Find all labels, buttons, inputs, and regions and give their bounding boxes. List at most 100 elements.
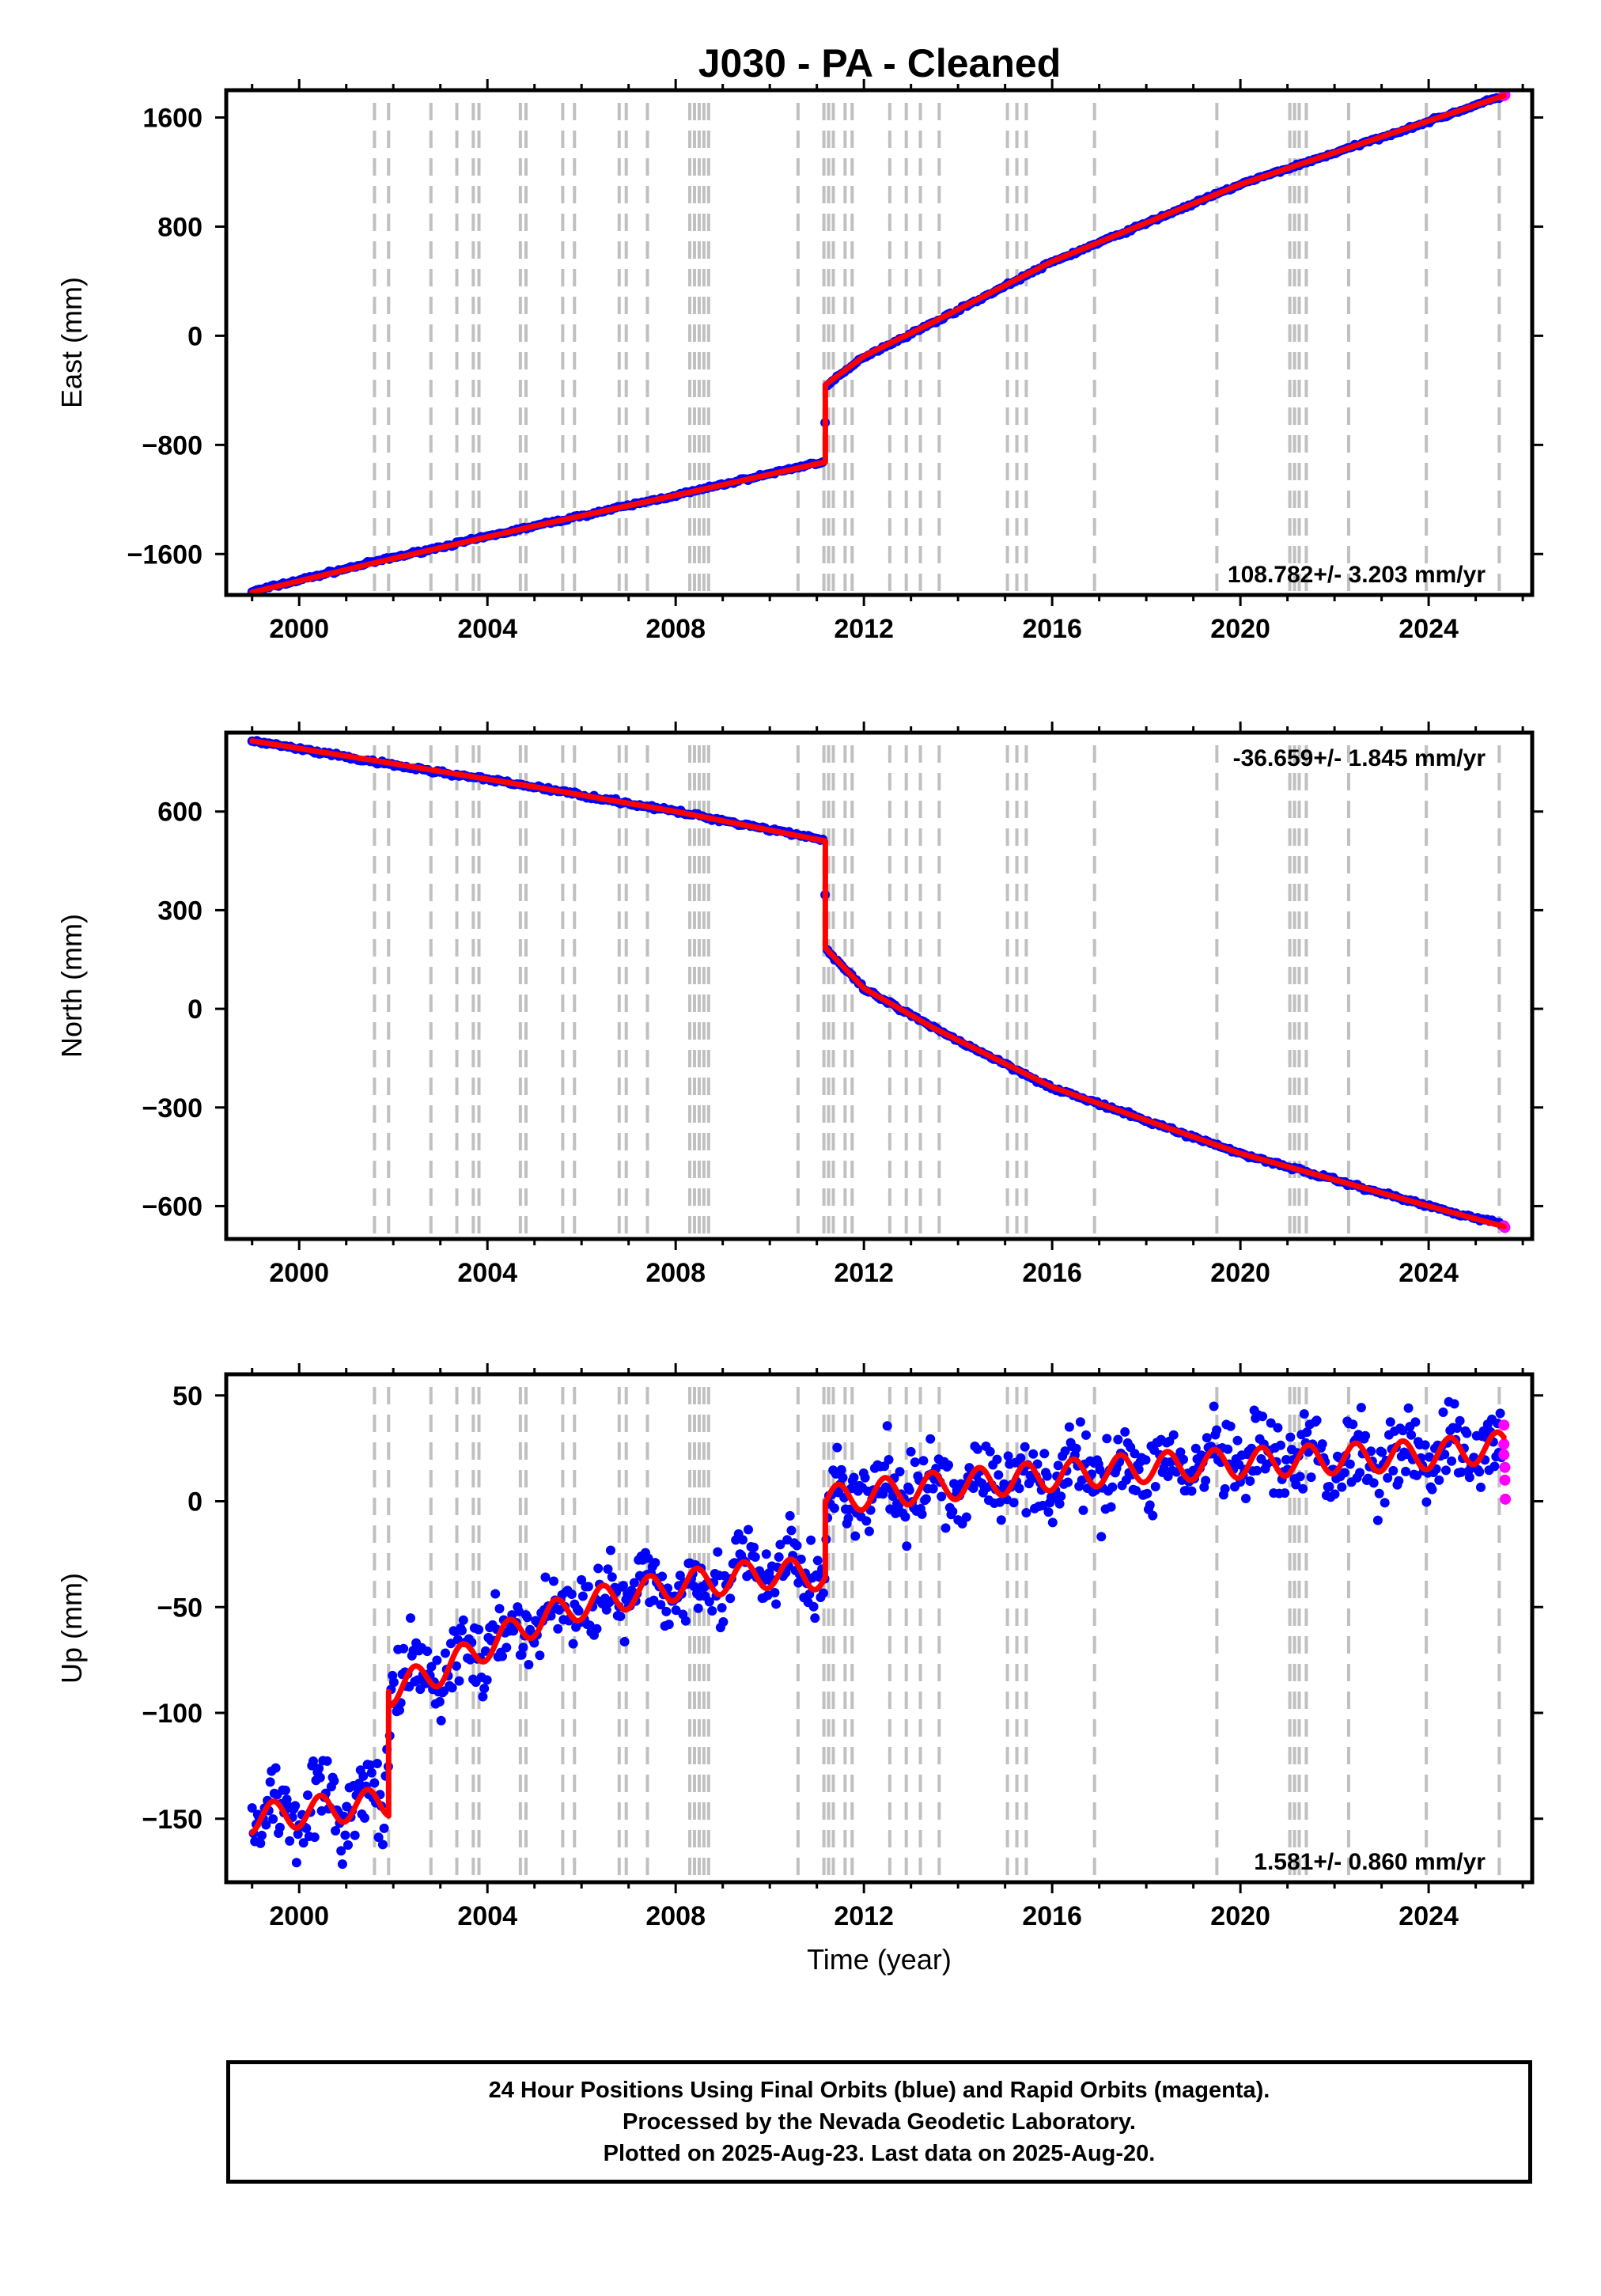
up-final-point	[406, 1613, 415, 1623]
up-y-tick-label: 0	[187, 1487, 202, 1517]
up-final-point	[744, 1525, 753, 1535]
up-final-point	[1131, 1486, 1141, 1495]
footer-line-1: 24 Hour Positions Using Final Orbits (bl…	[488, 2078, 1270, 2103]
up-final-point	[336, 1846, 346, 1856]
up-final-point	[656, 1600, 666, 1610]
up-final-point	[619, 1637, 630, 1646]
up-final-point	[399, 1643, 409, 1654]
up-final-point	[1345, 1459, 1355, 1469]
north-axes-frame	[224, 730, 1535, 1241]
up-final-point	[1489, 1461, 1500, 1472]
up-final-point	[607, 1572, 617, 1582]
up-final-point	[680, 1616, 691, 1626]
up-final-point	[812, 1555, 823, 1566]
up-final-point	[1258, 1411, 1268, 1422]
up-points	[247, 1396, 1512, 1870]
up-final-point	[1096, 1532, 1107, 1542]
up-final-point	[1302, 1427, 1312, 1438]
up-final-point	[1403, 1403, 1414, 1413]
east-x-tick-label: 2004	[457, 614, 517, 644]
up-final-point	[918, 1456, 929, 1466]
up-final-point	[928, 1483, 938, 1494]
east-y-tick-label: 800	[157, 212, 202, 242]
up-final-point	[1377, 1447, 1387, 1457]
up-final-point	[1464, 1472, 1474, 1483]
up-final-point	[961, 1512, 971, 1522]
up-final-point	[1225, 1421, 1236, 1431]
up-final-point	[1455, 1415, 1465, 1426]
up-final-point	[1081, 1430, 1091, 1440]
east-x-tick-label: 2012	[834, 614, 894, 644]
up-final-point	[257, 1830, 267, 1840]
up-final-point	[549, 1576, 558, 1586]
up-final-point	[1063, 1477, 1073, 1487]
up-final-point	[329, 1775, 339, 1786]
up-final-point	[1054, 1498, 1065, 1509]
up-final-point	[884, 1455, 894, 1464]
up-final-point	[1190, 1443, 1201, 1453]
up-final-point	[518, 1642, 528, 1653]
up-final-point	[707, 1606, 717, 1616]
up-final-point	[904, 1485, 914, 1495]
up-final-point	[1449, 1399, 1459, 1409]
up-final-point	[1212, 1425, 1222, 1435]
up-final-point	[836, 1464, 846, 1475]
up-final-point	[1039, 1449, 1050, 1459]
up-final-point	[372, 1759, 382, 1768]
up-final-point	[1053, 1461, 1063, 1471]
footer-note-box: 24 Hour Positions Using Final Orbits (bl…	[226, 2060, 1532, 2184]
north-x-tick-label: 2012	[834, 1258, 894, 1288]
up-final-point	[1273, 1423, 1283, 1433]
up-final-point	[447, 1683, 457, 1693]
up-final-point	[1120, 1426, 1130, 1437]
up-final-point	[948, 1506, 958, 1517]
north-ticks: 2000 2004 2008 2012 2016 2020 2024 600 300 0 −300 −…	[142, 722, 1543, 1288]
chart-title: J030 - PA - Cleaned	[698, 41, 1062, 85]
up-final-point	[1298, 1483, 1308, 1494]
north-y-tick-label: 300	[157, 896, 202, 926]
east-points	[247, 89, 1511, 597]
up-final-point	[693, 1603, 703, 1613]
up-ticks: 2000 2004 2008 2012 2016 2020 2024 50 0 −50 −100 −1…	[142, 1363, 1543, 1931]
up-final-point	[274, 1822, 285, 1832]
north-points	[247, 736, 1511, 1233]
up-final-point	[446, 1639, 456, 1649]
up-final-point	[478, 1692, 488, 1702]
up-final-point	[1366, 1446, 1376, 1457]
up-final-point	[1495, 1408, 1505, 1419]
up-final-point	[1280, 1488, 1290, 1498]
up-final-point	[1385, 1417, 1395, 1427]
up-final-point	[1299, 1409, 1309, 1419]
north-x-tick-label: 2020	[1210, 1258, 1270, 1288]
up-final-point	[1145, 1500, 1155, 1510]
up-final-point	[657, 1571, 668, 1582]
up-final-point	[771, 1599, 782, 1609]
east-x-tick-label: 2024	[1399, 614, 1459, 644]
up-final-point	[615, 1612, 626, 1621]
up-final-point	[426, 1661, 437, 1672]
north-model-line	[249, 737, 1507, 1229]
up-final-point	[454, 1676, 464, 1686]
up-final-point	[1078, 1505, 1088, 1515]
up-final-point	[717, 1603, 727, 1613]
north-x-tick-label: 2024	[1399, 1258, 1459, 1288]
up-final-point	[490, 1589, 501, 1599]
up-x-tick-label: 2008	[645, 1901, 706, 1931]
up-final-point	[358, 1771, 369, 1781]
up-final-point	[422, 1646, 433, 1657]
up-final-point	[337, 1859, 347, 1870]
up-final-point	[985, 1446, 995, 1457]
up-final-point	[1060, 1446, 1070, 1457]
up-final-point	[315, 1772, 325, 1783]
north-x-tick-label: 2008	[645, 1258, 706, 1288]
north-x-tick-label: 2000	[269, 1258, 329, 1288]
up-final-point	[1113, 1434, 1123, 1445]
up-final-point	[906, 1446, 916, 1457]
up-final-point	[1317, 1439, 1327, 1449]
up-final-point	[1102, 1434, 1112, 1444]
up-final-point	[577, 1591, 588, 1601]
up-final-point	[792, 1540, 802, 1551]
up-final-point	[601, 1605, 611, 1615]
up-final-point	[1285, 1432, 1296, 1442]
up-final-point	[373, 1832, 384, 1843]
